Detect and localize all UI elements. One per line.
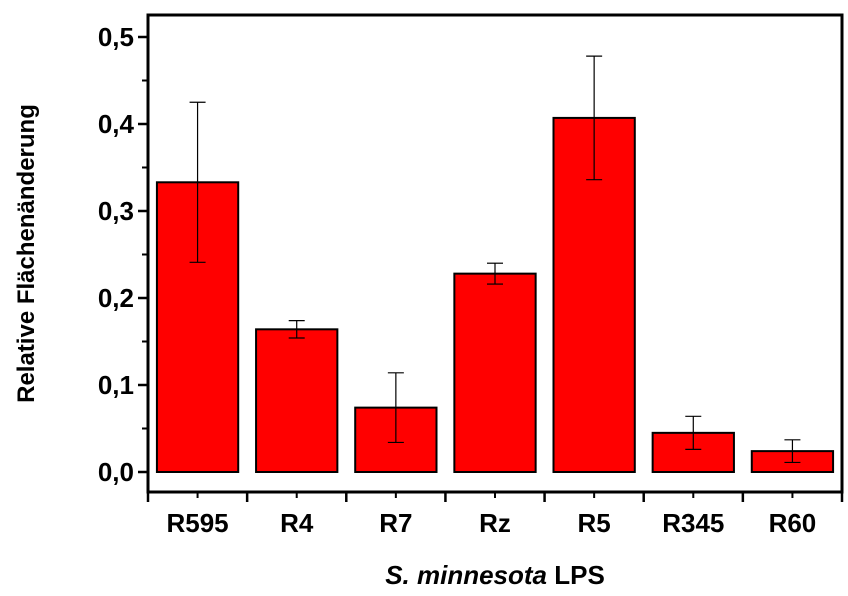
- y-tick-label: 0,2: [98, 283, 134, 313]
- x-tick-label-R4: R4: [280, 508, 314, 538]
- x-axis-title-italic: S. minnesota: [385, 560, 547, 590]
- x-axis-title: S. minnesota LPS: [385, 560, 605, 590]
- x-tick-label-R60: R60: [769, 508, 817, 538]
- y-tick-label: 0,3: [98, 196, 134, 226]
- bar-Rz: [453, 272, 537, 474]
- y-axis-title: Relative Flächenänderung: [13, 104, 40, 403]
- x-tick-label-R7: R7: [379, 508, 412, 538]
- x-axis-ticks: R595 R4 R7 Rz R5 R345 R60: [146, 492, 844, 538]
- bars-group: [155, 116, 835, 474]
- error-bars-group: [189, 55, 801, 464]
- y-tick-label: 0,1: [98, 370, 134, 400]
- x-axis-title-rest: LPS: [547, 560, 605, 590]
- x-tick-label-Rz: Rz: [479, 508, 511, 538]
- y-tick-label: 0,4: [98, 109, 135, 139]
- y-tick-label: 0,0: [98, 457, 134, 487]
- bar-R345: [651, 431, 735, 474]
- y-tick-label: 0,5: [98, 22, 134, 52]
- x-tick-label-R345: R345: [662, 508, 724, 538]
- y-axis-ticks: 0,0 0,1 0,2 0,3 0,4 0,5: [98, 22, 148, 487]
- x-tick-label-R595: R595: [166, 508, 228, 538]
- bar-R4: [255, 328, 339, 473]
- x-tick-label-R5: R5: [578, 508, 611, 538]
